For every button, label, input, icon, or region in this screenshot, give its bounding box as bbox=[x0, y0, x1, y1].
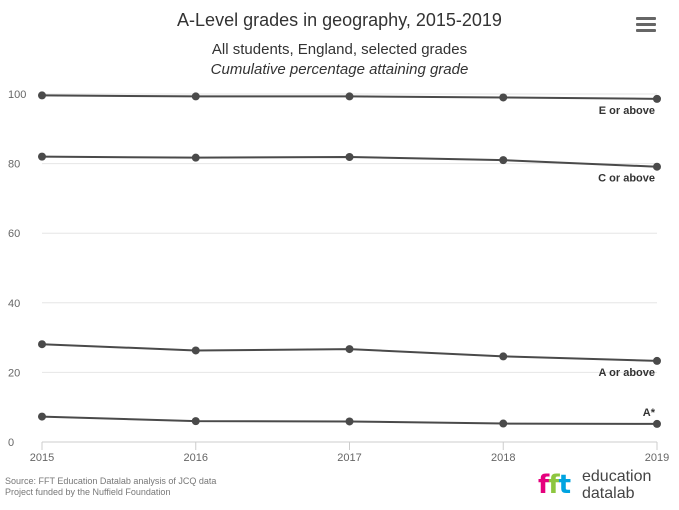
hamburger-menu-icon[interactable] bbox=[636, 17, 656, 35]
credits-source: Source: FFT Education Datalab analysis o… bbox=[5, 476, 217, 486]
y-tick-label: 80 bbox=[8, 159, 20, 171]
logo-wordmark: education datalab bbox=[582, 468, 651, 502]
series-point bbox=[38, 152, 46, 161]
x-tick-label: 2019 bbox=[645, 452, 669, 464]
series-label: C or above bbox=[598, 173, 655, 185]
series-point bbox=[345, 417, 354, 426]
logo-line-1: education bbox=[582, 468, 652, 485]
x-tick-label: 2017 bbox=[337, 452, 361, 464]
fft-logo-mark-icon: fft bbox=[538, 470, 571, 500]
series-point bbox=[499, 93, 508, 102]
series-point bbox=[499, 156, 508, 165]
credits: Source: FFT Education Datalab analysis o… bbox=[5, 476, 216, 498]
series-label: A or above bbox=[599, 367, 655, 379]
chart-title: A-Level grades in geography, 2015-2019 bbox=[177, 10, 502, 30]
y-tick-label: 0 bbox=[8, 437, 14, 449]
y-tick-label: 100 bbox=[8, 89, 26, 101]
x-tick-label: 2015 bbox=[30, 452, 54, 464]
series-point bbox=[653, 94, 661, 103]
series-point bbox=[345, 345, 354, 354]
chart-subtitle-italic: Cumulative percentage attaining grade bbox=[210, 61, 469, 78]
y-tick-label: 20 bbox=[8, 367, 20, 379]
education-datalab-logo[interactable]: fft education datalab bbox=[538, 466, 668, 504]
series-point bbox=[191, 153, 200, 162]
series-point bbox=[191, 346, 200, 355]
series-point bbox=[499, 352, 508, 361]
series-label: E or above bbox=[599, 105, 655, 117]
y-tick-label: 60 bbox=[8, 228, 20, 240]
chart-subtitle: All students, England, selected grades bbox=[211, 41, 468, 58]
series-point bbox=[191, 92, 200, 101]
x-tick-label: 2016 bbox=[184, 452, 208, 464]
x-tick-label: 2018 bbox=[491, 452, 515, 464]
series-point bbox=[499, 419, 508, 428]
series-point bbox=[653, 162, 661, 171]
series-point bbox=[345, 92, 354, 101]
series-point bbox=[38, 91, 46, 100]
series-label: A* bbox=[643, 407, 656, 419]
series-point bbox=[653, 419, 661, 428]
logo-line-2: datalab bbox=[582, 485, 635, 502]
series-point bbox=[653, 356, 661, 365]
series-point bbox=[38, 340, 46, 349]
credits-funding: Project funded by the Nuffield Foundatio… bbox=[5, 487, 171, 497]
series-point bbox=[191, 417, 200, 426]
series-point bbox=[345, 152, 354, 161]
y-tick-label: 40 bbox=[8, 298, 20, 310]
series-point bbox=[38, 412, 46, 421]
